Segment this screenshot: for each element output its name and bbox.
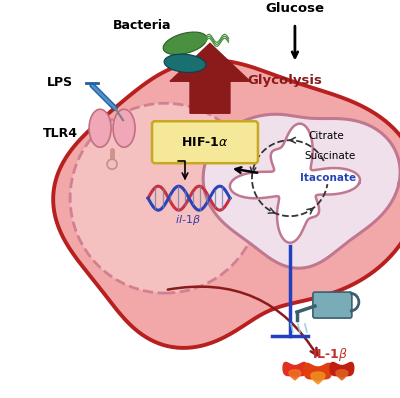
Polygon shape: [330, 363, 354, 377]
Text: Bacteria: Bacteria: [113, 19, 171, 32]
Circle shape: [70, 103, 260, 293]
Polygon shape: [230, 124, 360, 243]
FancyBboxPatch shape: [313, 292, 352, 318]
Text: HIF-1$\alpha$: HIF-1$\alpha$: [181, 136, 229, 149]
Ellipse shape: [163, 32, 207, 55]
Polygon shape: [336, 370, 348, 380]
Text: Itaconate: Itaconate: [300, 173, 356, 183]
Polygon shape: [170, 43, 250, 113]
Text: Succinate: Succinate: [304, 151, 355, 161]
Ellipse shape: [164, 54, 206, 72]
FancyBboxPatch shape: [152, 121, 258, 163]
Text: TLR4: TLR4: [43, 127, 78, 140]
Text: Citrate: Citrate: [308, 131, 344, 141]
Circle shape: [107, 159, 117, 169]
Ellipse shape: [113, 109, 135, 147]
Text: Glucose: Glucose: [266, 2, 324, 15]
Polygon shape: [203, 114, 400, 268]
Text: IL-1$\beta$: IL-1$\beta$: [312, 345, 348, 363]
Ellipse shape: [89, 109, 111, 147]
Text: $il$-$1\beta$: $il$-$1\beta$: [175, 213, 201, 227]
Text: LPS: LPS: [47, 76, 73, 89]
Text: Glycolysis: Glycolysis: [248, 74, 322, 87]
Polygon shape: [304, 363, 332, 381]
Polygon shape: [311, 372, 325, 384]
Polygon shape: [53, 60, 400, 348]
FancyArrowPatch shape: [168, 287, 317, 355]
Polygon shape: [283, 363, 307, 377]
Polygon shape: [289, 370, 301, 380]
